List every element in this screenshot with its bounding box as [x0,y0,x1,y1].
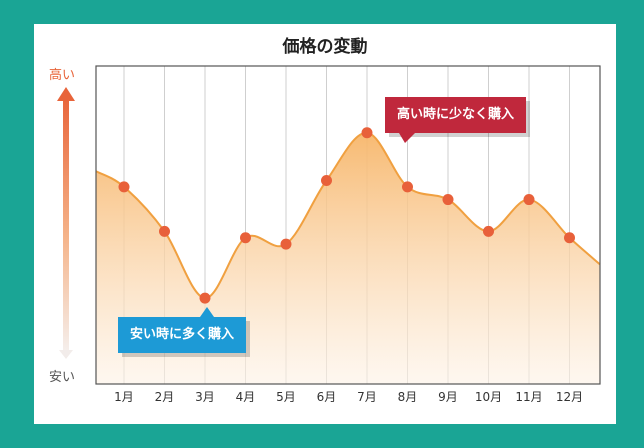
x-tick-label: 8月 [398,390,418,404]
x-tick-label: 11月 [515,390,542,404]
data-point-1 [118,181,130,193]
x-tick-label: 10月 [475,390,502,404]
scale-arrow-down [59,350,73,359]
data-points [118,127,575,304]
plot-frame [95,65,601,385]
data-point-10 [483,225,494,237]
x-tick-label: 9月 [438,390,458,404]
data-point-9 [442,194,454,206]
x-tick-label: 2月 [155,390,175,404]
data-point-8 [402,181,413,193]
high-price-callout: 高い時に少なく購入 [385,97,527,143]
x-tick-label: 5月 [276,390,296,404]
x-tick-label: 12月 [556,390,583,404]
chart-title: 価格の変動 [282,37,368,57]
x-tick-label: 7月 [357,390,377,404]
x-tick-label: 3月 [195,390,215,404]
x-tick-label: 6月 [317,390,337,404]
data-point-5 [280,238,292,250]
data-point-12 [564,232,575,244]
x-tick-label: 1月 [114,390,134,404]
x-tick-labels: 1月 2月 3月 4月 5月 6月 7月 8月 9月 10月 11月 12月 [114,390,583,404]
data-point-11 [523,194,535,206]
data-point-7 [361,127,373,139]
scale-arrow-up [57,87,75,101]
low-price-callout: 安い時に多く購入 [118,307,247,353]
scale-label-high: 高い [49,67,75,83]
data-point-6 [321,174,332,186]
data-point-3 [199,292,211,304]
data-point-4 [240,232,251,244]
data-point-2 [159,225,170,237]
price-chart: 高い 安い 1月 2月 3月 4月 5月 6月 7月 8月 9月 10月 11月 12月 [49,65,601,404]
price-line [95,131,601,300]
chart-card: 価格の変動 高い 安い 1月 2月 3月 4月 5月 6月 7月 8月 9月 10月 11月 12月 … [34,24,616,424]
scale-label-low: 安い [49,370,75,385]
x-tick-label: 4月 [236,390,256,404]
scale-arrow-shaft [63,96,69,354]
